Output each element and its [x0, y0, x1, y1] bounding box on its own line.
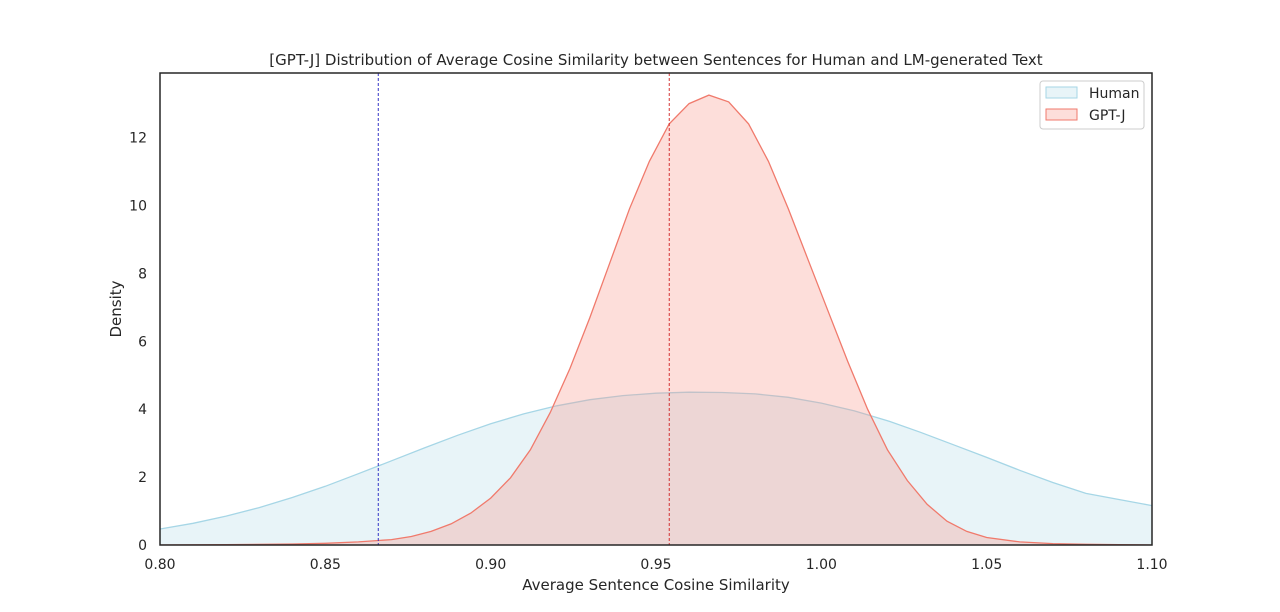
x-axis-label: Average Sentence Cosine Similarity [522, 576, 790, 594]
plot-area [160, 73, 1152, 545]
legend: Human GPT-J [1039, 80, 1145, 130]
line-gpt-j [160, 94, 1152, 545]
y-tick-label: 10 [129, 198, 147, 214]
area-human [160, 392, 1152, 545]
x-tick-label: 1.05 [971, 557, 1002, 573]
legend-label-human: Human [1089, 86, 1140, 102]
legend-swatch-human [1045, 86, 1078, 99]
legend-label-gpt-j: GPT-J [1089, 108, 1126, 124]
chart-title: [GPT-J] Distribution of Average Cosine S… [269, 51, 1043, 69]
y-axis: 0 2 4 6 8 10 12 [129, 131, 147, 554]
y-tick-label: 4 [138, 402, 147, 418]
x-tick-label: 0.95 [640, 557, 671, 573]
y-tick-label: 6 [138, 334, 147, 350]
x-tick-label: 1.00 [806, 557, 837, 573]
plot-frame [159, 72, 1153, 546]
legend-swatch-gpt-j [1045, 108, 1078, 121]
legend-box [1039, 80, 1145, 130]
line-human [160, 391, 1152, 530]
y-tick-label: 12 [129, 131, 147, 147]
x-axis: 0.80 0.85 0.90 0.95 1.00 1.05 1.10 [144, 557, 1167, 573]
area-gpt-j [160, 95, 1152, 545]
y-tick-label: 8 [138, 266, 147, 282]
x-tick-label: 0.90 [475, 557, 506, 573]
y-tick-label: 2 [138, 470, 147, 486]
x-tick-label: 0.80 [144, 557, 175, 573]
x-tick-label: 0.85 [310, 557, 341, 573]
y-tick-label: 0 [138, 538, 147, 554]
x-tick-label: 1.10 [1136, 557, 1167, 573]
y-axis-label: Density [107, 280, 125, 337]
